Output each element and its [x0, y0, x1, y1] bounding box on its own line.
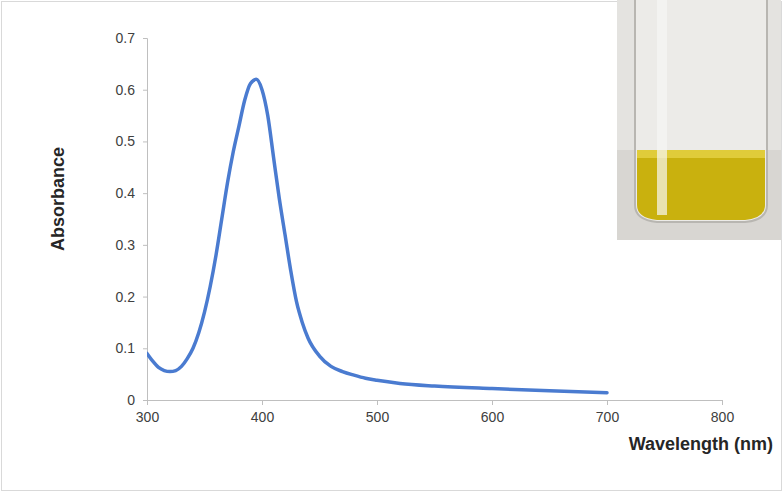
x-tick: 300: [136, 400, 160, 425]
vial-glass: [635, 0, 767, 222]
y-tick-label: 0.7: [116, 30, 136, 46]
y-tick: 0.7: [116, 30, 147, 46]
liquid-meniscus: [637, 150, 765, 158]
x-tick: 500: [366, 400, 390, 425]
y-tick-label: 0.6: [116, 82, 136, 98]
x-tick-mark: [377, 400, 378, 405]
y-tick: 0.6: [116, 82, 147, 98]
y-tick-mark: [143, 193, 147, 194]
y-tick-label: 0.5: [116, 133, 136, 149]
y-tick-label: 0.2: [116, 289, 136, 305]
plot-area: [147, 79, 607, 392]
x-tick-label: 800: [711, 409, 735, 425]
x-tick: 600: [481, 400, 505, 425]
y-tick: 0.5: [116, 133, 147, 149]
y-tick-mark: [143, 38, 147, 39]
x-tick-label: 700: [596, 409, 620, 425]
y-axis-line: [143, 39, 148, 401]
x-axis: 300 400 500 600 700 800: [136, 400, 735, 425]
x-tick-mark: [492, 400, 493, 405]
glass-highlight: [657, 0, 667, 215]
x-tick: 800: [711, 400, 735, 425]
inset-background: [617, 0, 781, 240]
x-tick: 400: [251, 400, 275, 425]
y-tick-label: 0: [127, 392, 135, 408]
vial-liquid: [637, 152, 765, 220]
x-tick-label: 600: [481, 409, 505, 425]
x-tick-label: 300: [136, 409, 160, 425]
y-axis: 0 0.1 0.2 0.3 0.4 0.5 0.6 0.7: [116, 30, 148, 408]
y-tick-mark: [143, 141, 147, 142]
y-tick: 0.4: [116, 185, 147, 201]
x-tick-mark: [722, 400, 723, 405]
y-tick-mark: [143, 245, 147, 246]
y-tick-mark: [143, 400, 147, 401]
y-tick-label: 0.4: [116, 185, 136, 201]
y-tick-label: 0.1: [116, 340, 136, 356]
x-tick-label: 500: [366, 409, 390, 425]
chart: 0 0.1 0.2 0.3 0.4 0.5 0.6 0.7 300 400 500 600 700 800…: [0, 0, 783, 492]
vial-inset: [617, 0, 781, 240]
y-tick: 0.1: [116, 340, 147, 356]
y-tick-label: 0.3: [116, 237, 136, 253]
x-tick-mark: [147, 400, 148, 405]
x-axis-line: [148, 401, 723, 406]
y-tick-mark: [143, 348, 147, 349]
y-tick-mark: [143, 90, 147, 91]
y-tick: 0: [127, 392, 147, 408]
y-tick-mark: [143, 297, 147, 298]
x-tick-mark: [262, 400, 263, 405]
x-tick-label: 400: [251, 409, 275, 425]
spectrum-line: [147, 79, 607, 392]
y-tick: 0.3: [116, 237, 147, 253]
y-tick: 0.2: [116, 289, 147, 305]
x-tick-mark: [607, 400, 608, 405]
x-tick: 700: [596, 400, 620, 425]
x-axis-title: Wavelength (nm): [629, 434, 773, 454]
y-axis-title: Absorbance: [48, 147, 68, 251]
